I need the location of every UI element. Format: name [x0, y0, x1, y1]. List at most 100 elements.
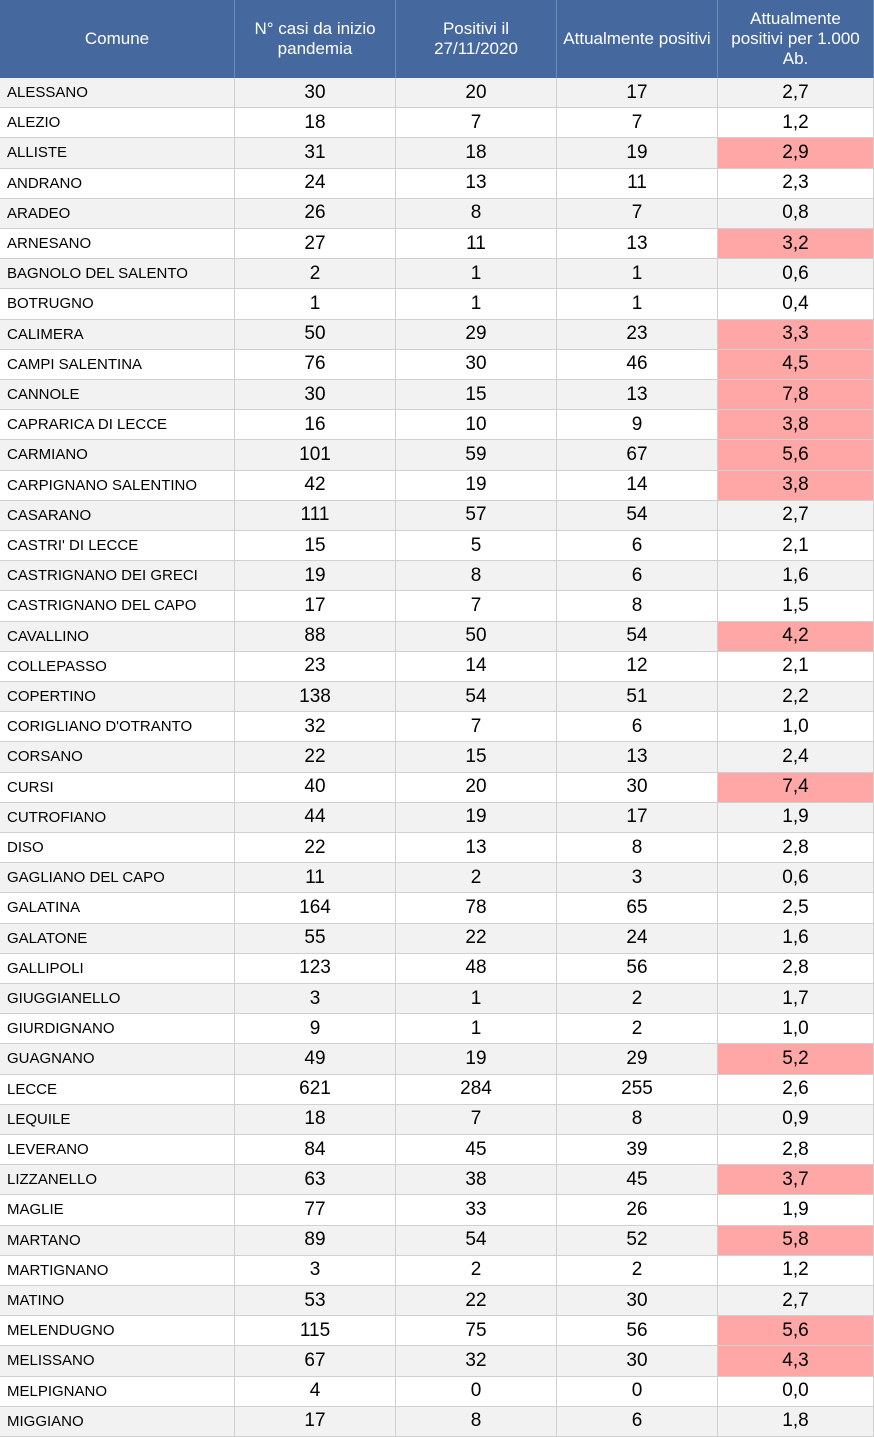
value-cell: 63	[235, 1165, 396, 1196]
value-cell: 0,0	[718, 1376, 874, 1407]
value-cell: 1	[396, 259, 557, 290]
value-cell: 18	[235, 108, 396, 139]
value-cell: 1,2	[718, 1255, 874, 1286]
value-cell: 18	[396, 138, 557, 169]
value-cell: 3,2	[718, 229, 874, 260]
value-cell: 50	[396, 621, 557, 652]
value-cell: 5,6	[718, 1316, 874, 1347]
header-cell: Positivi il 27/11/2020	[396, 0, 557, 78]
comune-name: GIURDIGNANO	[0, 1014, 235, 1045]
value-cell: 2	[396, 1255, 557, 1286]
value-cell: 13	[557, 380, 718, 411]
comune-name: COLLEPASSO	[0, 651, 235, 682]
comune-name: ALEZIO	[0, 108, 235, 139]
comune-name: CANNOLE	[0, 380, 235, 411]
comune-name: LEVERANO	[0, 1135, 235, 1166]
value-cell: 13	[396, 168, 557, 199]
value-cell: 0,4	[718, 289, 874, 320]
value-cell: 52	[557, 1225, 718, 1256]
value-cell: 7,8	[718, 380, 874, 411]
value-cell: 20	[396, 78, 557, 109]
value-cell: 2,2	[718, 682, 874, 713]
comune-name: MATINO	[0, 1286, 235, 1317]
value-cell: 54	[557, 500, 718, 531]
value-cell: 2,5	[718, 893, 874, 924]
value-cell: 0,8	[718, 198, 874, 229]
value-cell: 9	[557, 410, 718, 441]
comune-name: ANDRANO	[0, 168, 235, 199]
header-cell: N° casi da inizio pandemia	[235, 0, 396, 78]
value-cell: 4,3	[718, 1346, 874, 1377]
value-cell: 7	[396, 712, 557, 743]
header-cell: Comune	[0, 0, 235, 78]
value-cell: 31	[235, 138, 396, 169]
value-cell: 13	[396, 833, 557, 864]
value-cell: 2,4	[718, 742, 874, 773]
comune-name: ALLISTE	[0, 138, 235, 169]
value-cell: 7	[396, 591, 557, 622]
value-cell: 111	[235, 500, 396, 531]
value-cell: 38	[396, 1165, 557, 1196]
value-cell: 13	[557, 229, 718, 260]
comune-name: MELISSANO	[0, 1346, 235, 1377]
comune-name: BAGNOLO DEL SALENTO	[0, 259, 235, 290]
comune-name: MELENDUGNO	[0, 1316, 235, 1347]
value-cell: 78	[396, 893, 557, 924]
comune-name: ARADEO	[0, 198, 235, 229]
value-cell: 1	[557, 289, 718, 320]
value-cell: 7	[557, 198, 718, 229]
value-cell: 22	[396, 1286, 557, 1317]
comune-name: CORSANO	[0, 742, 235, 773]
value-cell: 54	[557, 621, 718, 652]
value-cell: 45	[557, 1165, 718, 1196]
comune-name: MARTANO	[0, 1225, 235, 1256]
value-cell: 12	[557, 651, 718, 682]
value-cell: 8	[396, 561, 557, 592]
comune-name: GALLIPOLI	[0, 953, 235, 984]
value-cell: 89	[235, 1225, 396, 1256]
value-cell: 26	[235, 198, 396, 229]
value-cell: 1	[235, 289, 396, 320]
value-cell: 115	[235, 1316, 396, 1347]
value-cell: 17	[557, 78, 718, 109]
value-cell: 19	[235, 561, 396, 592]
value-cell: 3	[235, 984, 396, 1015]
value-cell: 101	[235, 440, 396, 471]
value-cell: 50	[235, 319, 396, 350]
value-cell: 1	[396, 984, 557, 1015]
value-cell: 2,1	[718, 531, 874, 562]
value-cell: 3	[557, 863, 718, 894]
comune-name: COPERTINO	[0, 682, 235, 713]
value-cell: 1,6	[718, 923, 874, 954]
value-cell: 54	[396, 1225, 557, 1256]
value-cell: 1,8	[718, 1406, 874, 1437]
value-cell: 2,7	[718, 500, 874, 531]
comune-name: CASTRI' DI LECCE	[0, 531, 235, 562]
value-cell: 30	[396, 349, 557, 380]
value-cell: 17	[235, 591, 396, 622]
value-cell: 9	[235, 1014, 396, 1045]
value-cell: 5	[396, 531, 557, 562]
value-cell: 0,9	[718, 1104, 874, 1135]
comune-name: CARPIGNANO SALENTINO	[0, 470, 235, 501]
value-cell: 51	[557, 682, 718, 713]
value-cell: 59	[396, 440, 557, 471]
value-cell: 40	[235, 772, 396, 803]
value-cell: 19	[396, 1044, 557, 1075]
comune-name: CORIGLIANO D'OTRANTO	[0, 712, 235, 743]
value-cell: 138	[235, 682, 396, 713]
value-cell: 45	[396, 1135, 557, 1166]
value-cell: 65	[557, 893, 718, 924]
value-cell: 1,7	[718, 984, 874, 1015]
value-cell: 1,0	[718, 712, 874, 743]
value-cell: 2	[557, 1255, 718, 1286]
value-cell: 1	[396, 1014, 557, 1045]
value-cell: 20	[396, 772, 557, 803]
value-cell: 7,4	[718, 772, 874, 803]
value-cell: 53	[235, 1286, 396, 1317]
value-cell: 22	[396, 923, 557, 954]
value-cell: 2,6	[718, 1074, 874, 1105]
value-cell: 7	[396, 1104, 557, 1135]
value-cell: 3	[235, 1255, 396, 1286]
value-cell: 23	[557, 319, 718, 350]
